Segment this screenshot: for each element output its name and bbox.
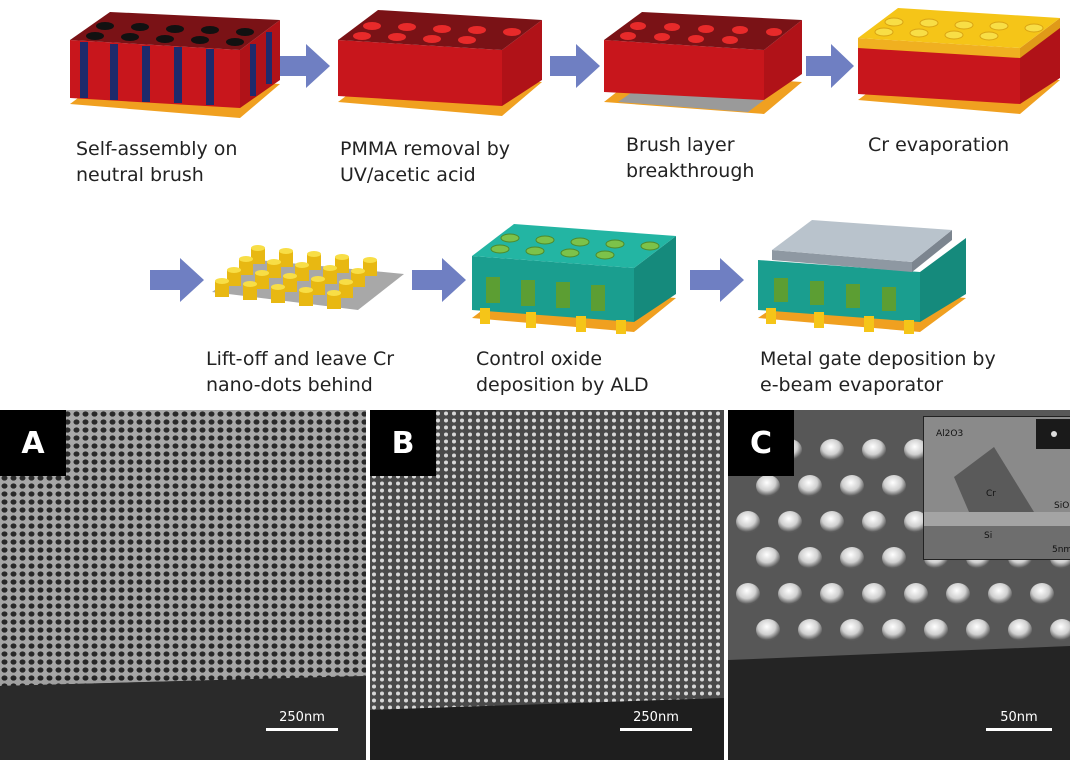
arrow-icon (806, 44, 854, 88)
step7-schematic (758, 220, 966, 334)
panel-label-c: C (728, 410, 794, 476)
scale-label-b: 250nm (633, 710, 679, 725)
scale-label-c: 50nm (1000, 710, 1038, 725)
step3-schematic (604, 12, 802, 114)
sem-panel-a: A 250nm (0, 410, 366, 760)
step2-schematic (338, 10, 542, 116)
step-caption-3: Brush layer breakthrough (626, 134, 755, 182)
inset-label-metal: Cr (986, 489, 996, 499)
inset-label-scale: 5nm (1052, 545, 1070, 555)
step-caption-4: Cr evaporation (868, 134, 1010, 156)
step-caption-5: Lift-off and leave Cr nano-dots behind (206, 348, 395, 396)
inset-label-sio: SiO (1054, 501, 1070, 511)
arrow-icon (150, 258, 204, 302)
step-caption-6: Control oxide deposition by ALD (476, 348, 649, 396)
scale-bar-a: 250nm (266, 710, 338, 731)
inset-label-si: Si (984, 531, 993, 541)
tem-inset-image (924, 417, 1070, 559)
step-caption-1: Self-assembly on neutral brush (76, 138, 238, 186)
step-caption-2: PMMA removal by UV/acetic acid (340, 138, 511, 186)
arrow-icon (690, 258, 744, 302)
sem-image-b (370, 410, 724, 760)
sem-panel-c: C Al2O3 Cr SiO Si 5nm 50nm (728, 410, 1070, 760)
panel-label-a: A (0, 410, 66, 476)
scale-bar-c: 50nm (986, 710, 1052, 731)
step6-schematic (472, 224, 676, 334)
tem-inset: Al2O3 Cr SiO Si 5nm (923, 416, 1070, 560)
arrow-icon (412, 258, 466, 302)
sem-panel-b: B 250nm (370, 410, 724, 760)
step4-schematic (858, 8, 1060, 114)
step5-schematic (212, 245, 404, 310)
step1-schematic (70, 12, 280, 118)
panel-label-b: B (370, 410, 436, 476)
inset-label-oxide: Al2O3 (936, 429, 964, 439)
scale-label-a: 250nm (279, 710, 325, 725)
step-caption-7: Metal gate deposition by e-beam evaporat… (760, 348, 996, 396)
arrow-icon (550, 44, 600, 88)
scale-bar-b: 250nm (620, 710, 692, 731)
arrow-icon (280, 44, 330, 88)
